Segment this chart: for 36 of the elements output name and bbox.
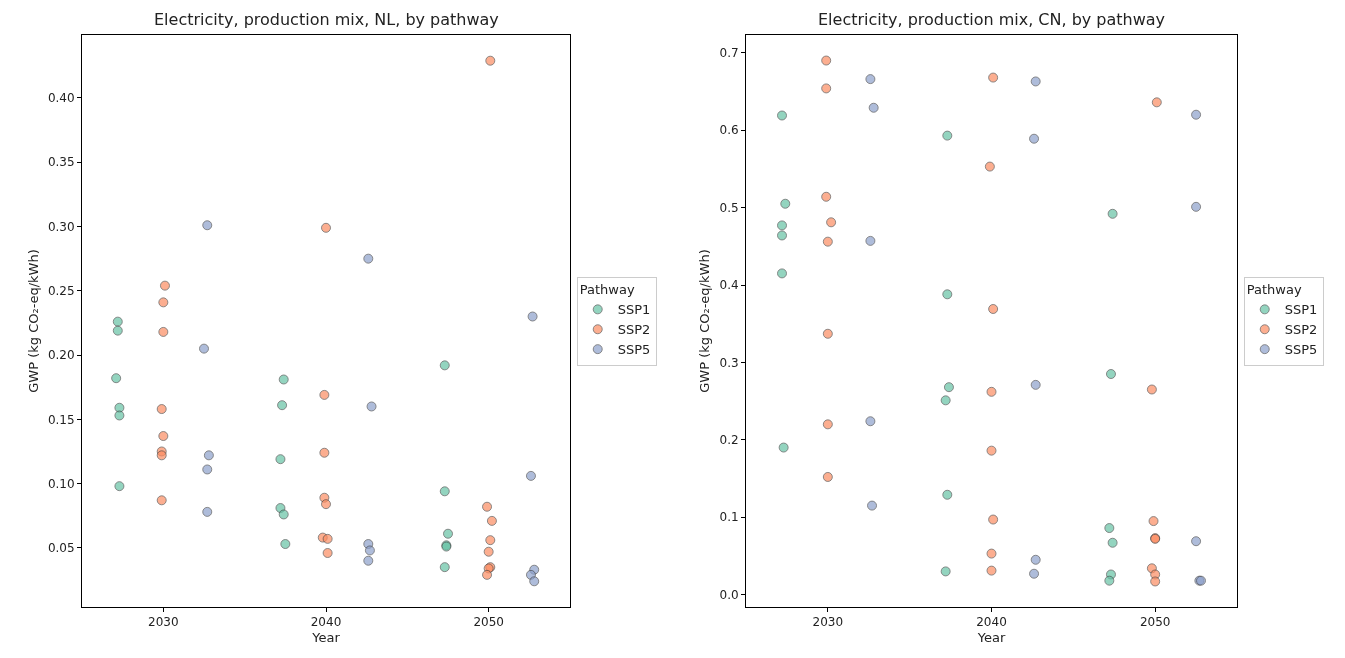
x-tick-label: 2030 [148,615,179,630]
legend-label: SSP5 [617,342,651,358]
legend-label: SSP1 [1284,302,1318,318]
y-axis-title: GWP (kg CO₂-eq/kWh) [697,249,713,393]
x-tick-label: 2040 [310,615,342,630]
legend-title: Pathway [579,282,635,298]
x-tick-label: 2030 [812,615,844,630]
y-axis-title: GWP (kg CO₂-eq/kWh) [25,249,41,393]
x-axis-title: Year [976,630,1006,645]
chart-title: Electricity, production mix, CN, by pathway [818,10,1166,29]
legend-title: Pathway [1246,282,1302,298]
y-tick-label: 0.5 [719,200,739,215]
y-tick-label: 0.20 [47,348,75,363]
x-axis-title: Year [311,630,341,645]
y-tick-label: 0.15 [47,412,75,427]
y-tick-label: 0.0 [719,587,739,602]
y-tick-label: 0.1 [719,510,739,525]
y-tick-label: 0.3 [719,355,739,370]
y-tick-label: 0.10 [47,476,75,491]
y-tick-label: 0.7 [719,46,739,60]
y-tick-label: 0.25 [47,283,75,298]
y-tick-label: 0.35 [47,155,75,170]
y-tick-label: 0.2 [719,433,739,448]
y-tick-label: 0.6 [719,123,739,138]
x-tick-label: 2050 [473,615,504,630]
chart-title: Electricity, production mix, NL, by pathway [154,10,499,29]
x-tick-label: 2050 [1139,615,1171,630]
x-tick-label: 2040 [976,615,1007,630]
legend-label: SSP5 [1284,342,1318,358]
legend-label: SSP2 [617,322,651,338]
y-tick-label: 0.05 [47,541,75,556]
legend-label: SSP1 [617,302,651,318]
y-tick-label: 0.30 [47,219,75,234]
y-tick-label: 0.40 [47,91,75,106]
y-tick-label: 0.4 [719,278,739,293]
legend-label: SSP2 [1284,322,1318,338]
